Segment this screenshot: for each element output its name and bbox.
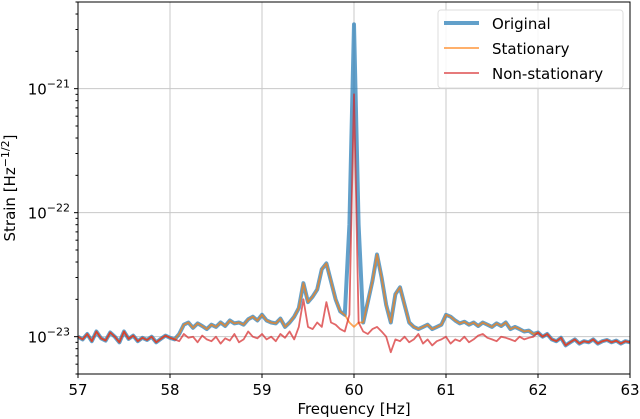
legend-box	[437, 9, 624, 89]
x-tick-label: 63	[620, 381, 639, 399]
x-axis: 57 58 59 60 61 62 63	[68, 374, 640, 399]
series-lines	[76, 22, 631, 354]
legend-label-non-stationary: Non-stationary	[492, 65, 603, 83]
y-tick-label: 10−23	[28, 326, 70, 347]
x-axis-label: Frequency [Hz]	[297, 400, 410, 418]
x-tick-label: 58	[160, 381, 179, 399]
legend: Original Stationary Non-stationary	[437, 9, 624, 89]
x-tick-label: 60	[344, 381, 363, 399]
y-tick-label: 10−21	[28, 78, 70, 99]
y-axis: 10−21 10−22 10−23	[28, 1, 78, 375]
x-tick-label: 62	[528, 381, 547, 399]
x-tick-label: 57	[68, 381, 87, 399]
x-tick-label: 59	[252, 381, 271, 399]
series-line-non-stationary	[77, 93, 631, 354]
y-tick-label: 10−22	[28, 202, 70, 223]
x-tick-label: 61	[436, 381, 455, 399]
y-axis-label: Strain [Hz−1/2]	[0, 135, 19, 242]
legend-label-original: Original	[492, 15, 551, 33]
legend-label-stationary: Stationary	[492, 40, 570, 58]
